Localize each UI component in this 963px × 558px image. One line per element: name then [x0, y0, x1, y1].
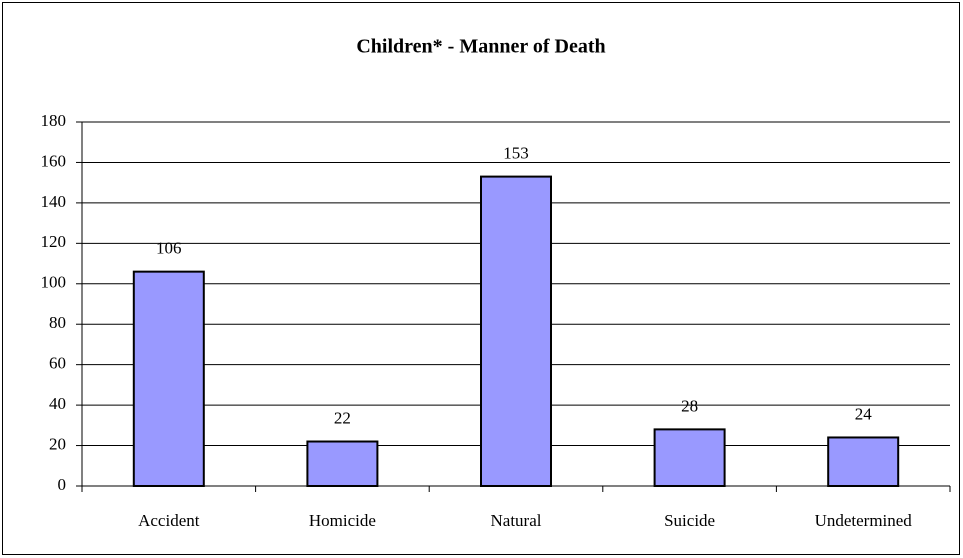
bar — [480, 175, 552, 487]
y-tick-label: 100 — [41, 273, 67, 292]
y-tick-label: 40 — [49, 394, 66, 413]
y-tick-label: 80 — [49, 313, 66, 332]
y-tick-label: 180 — [41, 111, 67, 130]
data-label: 153 — [503, 144, 529, 163]
bar — [653, 428, 726, 487]
bar — [827, 436, 900, 488]
data-label: 24 — [855, 404, 873, 423]
data-label: 28 — [681, 396, 698, 415]
y-tick-label: 0 — [58, 475, 67, 494]
x-tick-label: Natural — [491, 511, 542, 530]
y-tick-label: 120 — [41, 232, 67, 251]
x-tick-label: Homicide — [309, 511, 376, 530]
x-tick-label: Accident — [138, 511, 200, 530]
data-label: 22 — [334, 408, 351, 427]
bar — [306, 440, 379, 487]
y-tick-label: 20 — [49, 434, 66, 453]
y-tick-label: 140 — [41, 192, 67, 211]
y-tick-label: 160 — [41, 151, 67, 170]
y-tick-label: 60 — [49, 354, 66, 373]
x-tick-label: Undetermined — [815, 511, 913, 530]
x-tick-label: Suicide — [664, 511, 715, 530]
data-label: 106 — [156, 239, 182, 258]
bar — [132, 270, 205, 487]
chart-title: Children* - Manner of Death — [356, 36, 605, 58]
